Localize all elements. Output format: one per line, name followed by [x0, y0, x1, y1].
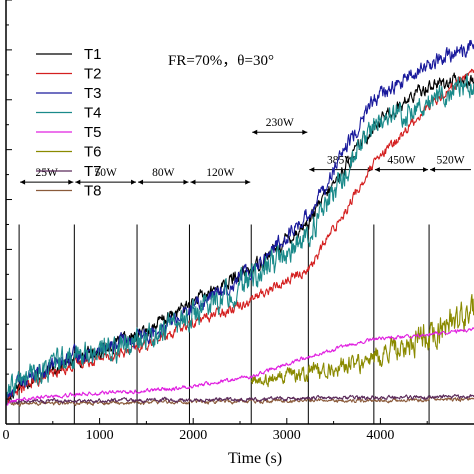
x-tick-label: 3000	[273, 428, 301, 443]
arrow-head-right	[68, 179, 74, 185]
arrow-head-left	[309, 167, 315, 173]
legend-label-t3: T3	[84, 85, 102, 102]
step-boundaries	[18, 224, 430, 424]
series-lines	[5, 39, 474, 407]
series-line-t3	[5, 39, 474, 405]
arrow-head-left	[252, 129, 258, 135]
arrow-head-left	[20, 179, 26, 185]
arrow-head-right	[183, 179, 189, 185]
series-line-t5	[5, 327, 474, 406]
legend-label-t2: T2	[84, 66, 102, 83]
legend-label-t7: T7	[84, 163, 102, 180]
chart-annotation: FR=70%，θ=30°	[168, 53, 274, 69]
power-step-label: 25W	[36, 167, 59, 179]
x-tick-label: 0	[3, 428, 10, 443]
arrow-head-right	[131, 179, 137, 185]
x-axis-ticks: 0 1000 2000 3000 4000	[3, 418, 428, 443]
legend-label-t5: T5	[84, 124, 102, 141]
arrow-head-left	[190, 179, 196, 185]
arrow-head-left	[138, 179, 144, 185]
legend-label-t1: T1	[84, 46, 102, 63]
series-line-t7	[5, 394, 474, 405]
legend-label-t8: T8	[84, 183, 102, 200]
series-line-t6	[250, 293, 474, 388]
x-tick-label: 4000	[366, 428, 394, 443]
arrow-head-left	[374, 167, 380, 173]
power-step-label: 50W	[95, 167, 118, 179]
power-step-label: 520W	[436, 155, 464, 167]
arrow-head-right	[302, 129, 308, 135]
arrow-head-right	[245, 179, 251, 185]
arrow-head-right	[423, 167, 429, 173]
power-step-label: 120W	[206, 167, 234, 179]
power-step-label: 230W	[266, 117, 294, 129]
x-tick-label: 1000	[86, 428, 114, 443]
power-step-label: 450W	[387, 155, 415, 167]
x-axis-title: Time (s)	[228, 450, 282, 467]
legend-label-t4: T4	[84, 105, 102, 122]
x-tick-label: 2000	[179, 428, 207, 443]
arrow-head-left	[75, 179, 81, 185]
series-line-t4	[5, 73, 474, 405]
legend-label-t6: T6	[84, 144, 102, 161]
series-line-t2	[5, 68, 474, 403]
arrow-head-left	[430, 167, 436, 173]
power-step-label: 80W	[152, 167, 175, 179]
legend: T1 T2 T3 T4 T5 T6 T7 T8	[36, 46, 102, 200]
